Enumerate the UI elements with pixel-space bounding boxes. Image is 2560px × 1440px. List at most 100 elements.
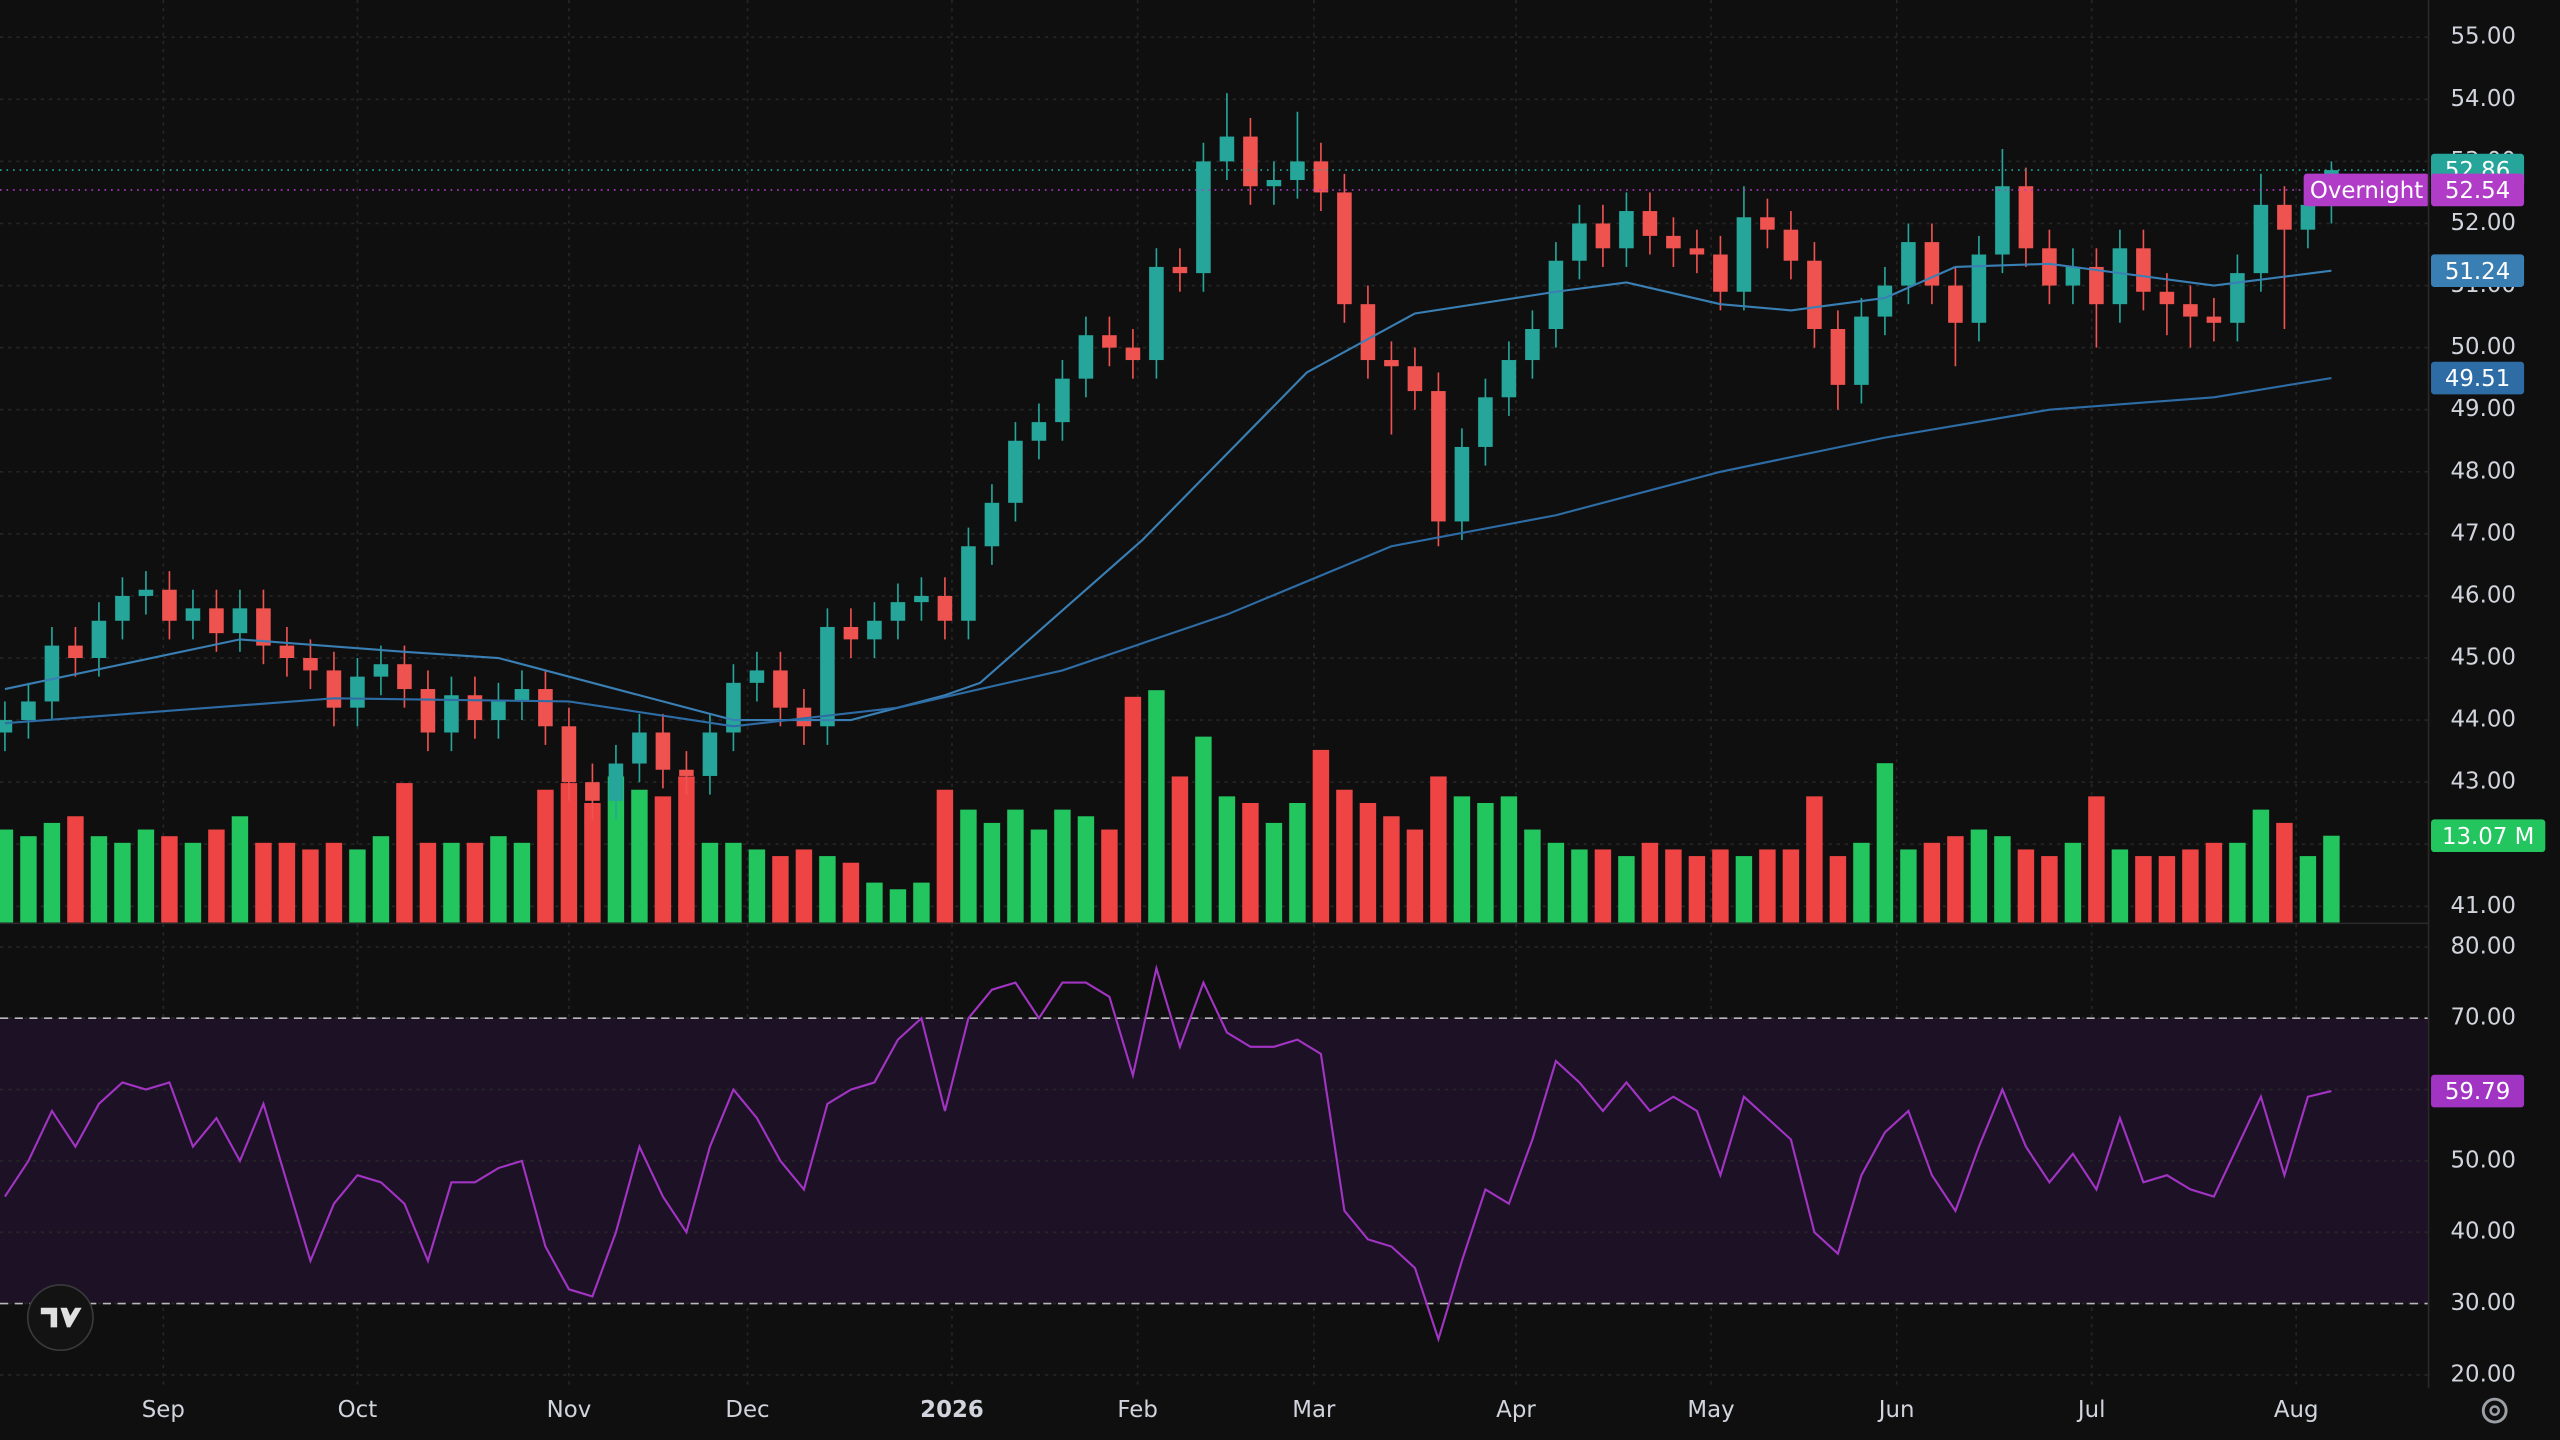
x-tick-label: Sep — [142, 1397, 185, 1423]
candle-body — [1384, 360, 1399, 367]
candle-body — [1008, 440, 1023, 503]
volume-bar — [1218, 796, 1236, 923]
volume-bar — [1665, 849, 1682, 923]
x-tick-label: Jun — [1877, 1397, 1915, 1423]
volume-bar — [748, 849, 766, 923]
candle-body — [68, 645, 83, 659]
volume-bar — [43, 822, 61, 923]
volume-bar — [866, 882, 883, 923]
candle-body — [232, 608, 248, 634]
rsi-badge: 59.79 — [2445, 1079, 2510, 1105]
volume-bar — [2111, 849, 2129, 923]
volume-bar — [443, 842, 460, 923]
gear[interactable] — [2481, 1397, 2508, 1424]
volume-bar — [349, 849, 366, 923]
y-tick-label: 40.00 — [2451, 1219, 2516, 1245]
candle-body — [1666, 235, 1681, 249]
y-tick-label: 50.00 — [2451, 334, 2516, 360]
y-tick-label: 48.00 — [2451, 458, 2516, 484]
x-tick-label: Jul — [2076, 1397, 2106, 1423]
volume-bar — [1641, 842, 1659, 923]
ma-badge-bg — [2431, 361, 2525, 395]
volume-bar — [1171, 776, 1189, 923]
candle-body — [1995, 186, 2010, 255]
volume-bar — [1712, 849, 1729, 923]
candle-body — [1290, 161, 1305, 181]
candle-body — [397, 664, 412, 690]
candle-body — [1971, 254, 1987, 323]
volume-bar — [983, 822, 1001, 923]
volume-bar — [2041, 856, 2058, 923]
x-tick-label: Feb — [1117, 1397, 1157, 1423]
candle-body — [350, 676, 365, 708]
volume-bar — [1618, 856, 1635, 923]
candle-body — [1102, 335, 1117, 348]
candle-body — [867, 620, 882, 640]
candle-body — [256, 608, 271, 646]
volume-bar — [325, 842, 343, 923]
ma-badge-bg — [2431, 254, 2525, 287]
volume-bar — [208, 829, 225, 923]
volume-bar — [1524, 829, 1541, 923]
candle-body — [44, 645, 60, 702]
rsi-badge-bg — [2431, 1074, 2525, 1108]
candle-body — [1595, 223, 1611, 249]
candle-body — [115, 595, 130, 621]
candle-body — [1877, 285, 1893, 317]
x-tick-label: Mar — [1292, 1397, 1336, 1423]
volume-bar — [67, 816, 84, 923]
candle-body — [1736, 217, 1752, 292]
volume-bar — [2158, 856, 2176, 923]
y-tick-label: 46.00 — [2451, 582, 2516, 608]
volume-bar — [1077, 816, 1095, 923]
y-tick-label: 54.00 — [2451, 86, 2516, 112]
candle-body — [538, 689, 553, 727]
candle-body — [1689, 248, 1705, 255]
candle-body — [937, 595, 953, 621]
candle-body — [2112, 248, 2128, 305]
volume-bar — [1453, 796, 1471, 923]
volume-bar — [231, 816, 249, 923]
candle-body — [1266, 180, 1282, 187]
y-tick-label: 45.00 — [2451, 645, 2516, 671]
y-tick-label: 44.00 — [2451, 707, 2516, 733]
candle-body — [773, 670, 788, 708]
volume-bar — [1030, 829, 1048, 923]
volume-bar — [1735, 856, 1753, 923]
volume-bar — [513, 842, 531, 923]
volume-bar — [2064, 842, 2082, 923]
volume-bar — [1806, 796, 1823, 923]
volume-bar — [396, 783, 413, 923]
volume-bar — [0, 829, 14, 923]
candle-body — [655, 732, 671, 770]
volume-bar — [1876, 763, 1894, 923]
logo[interactable] — [26, 1284, 94, 1352]
volume-bar — [678, 776, 695, 923]
settings-button[interactable] — [2481, 1397, 2508, 1424]
candle-body — [2206, 316, 2222, 323]
volume-bar — [960, 809, 977, 923]
volume-bar — [2252, 809, 2270, 923]
volume-bar — [701, 842, 719, 923]
volume-bar — [1947, 836, 1964, 923]
volume-bar — [1312, 749, 1330, 923]
rsi-band — [0, 1018, 2428, 1304]
ma-badge: 49.51 — [2445, 366, 2510, 392]
candle-body — [1830, 329, 1846, 385]
logo-mark — [40, 1307, 82, 1328]
volume-bar — [1289, 802, 1306, 923]
volume-bar — [372, 836, 390, 923]
volume-bar — [936, 789, 954, 923]
candle-body — [2183, 304, 2198, 317]
volume-bar — [1430, 776, 1447, 923]
volume-bar — [137, 829, 155, 923]
candle-body — [1243, 136, 1258, 187]
volume-bar — [1101, 829, 1118, 923]
candle-body — [373, 664, 389, 677]
volume-bar — [2182, 849, 2199, 923]
y-tick-label: 43.00 — [2451, 769, 2516, 795]
candle-body — [608, 763, 624, 801]
logo-circle[interactable] — [26, 1284, 94, 1352]
volume-bar — [819, 856, 836, 923]
